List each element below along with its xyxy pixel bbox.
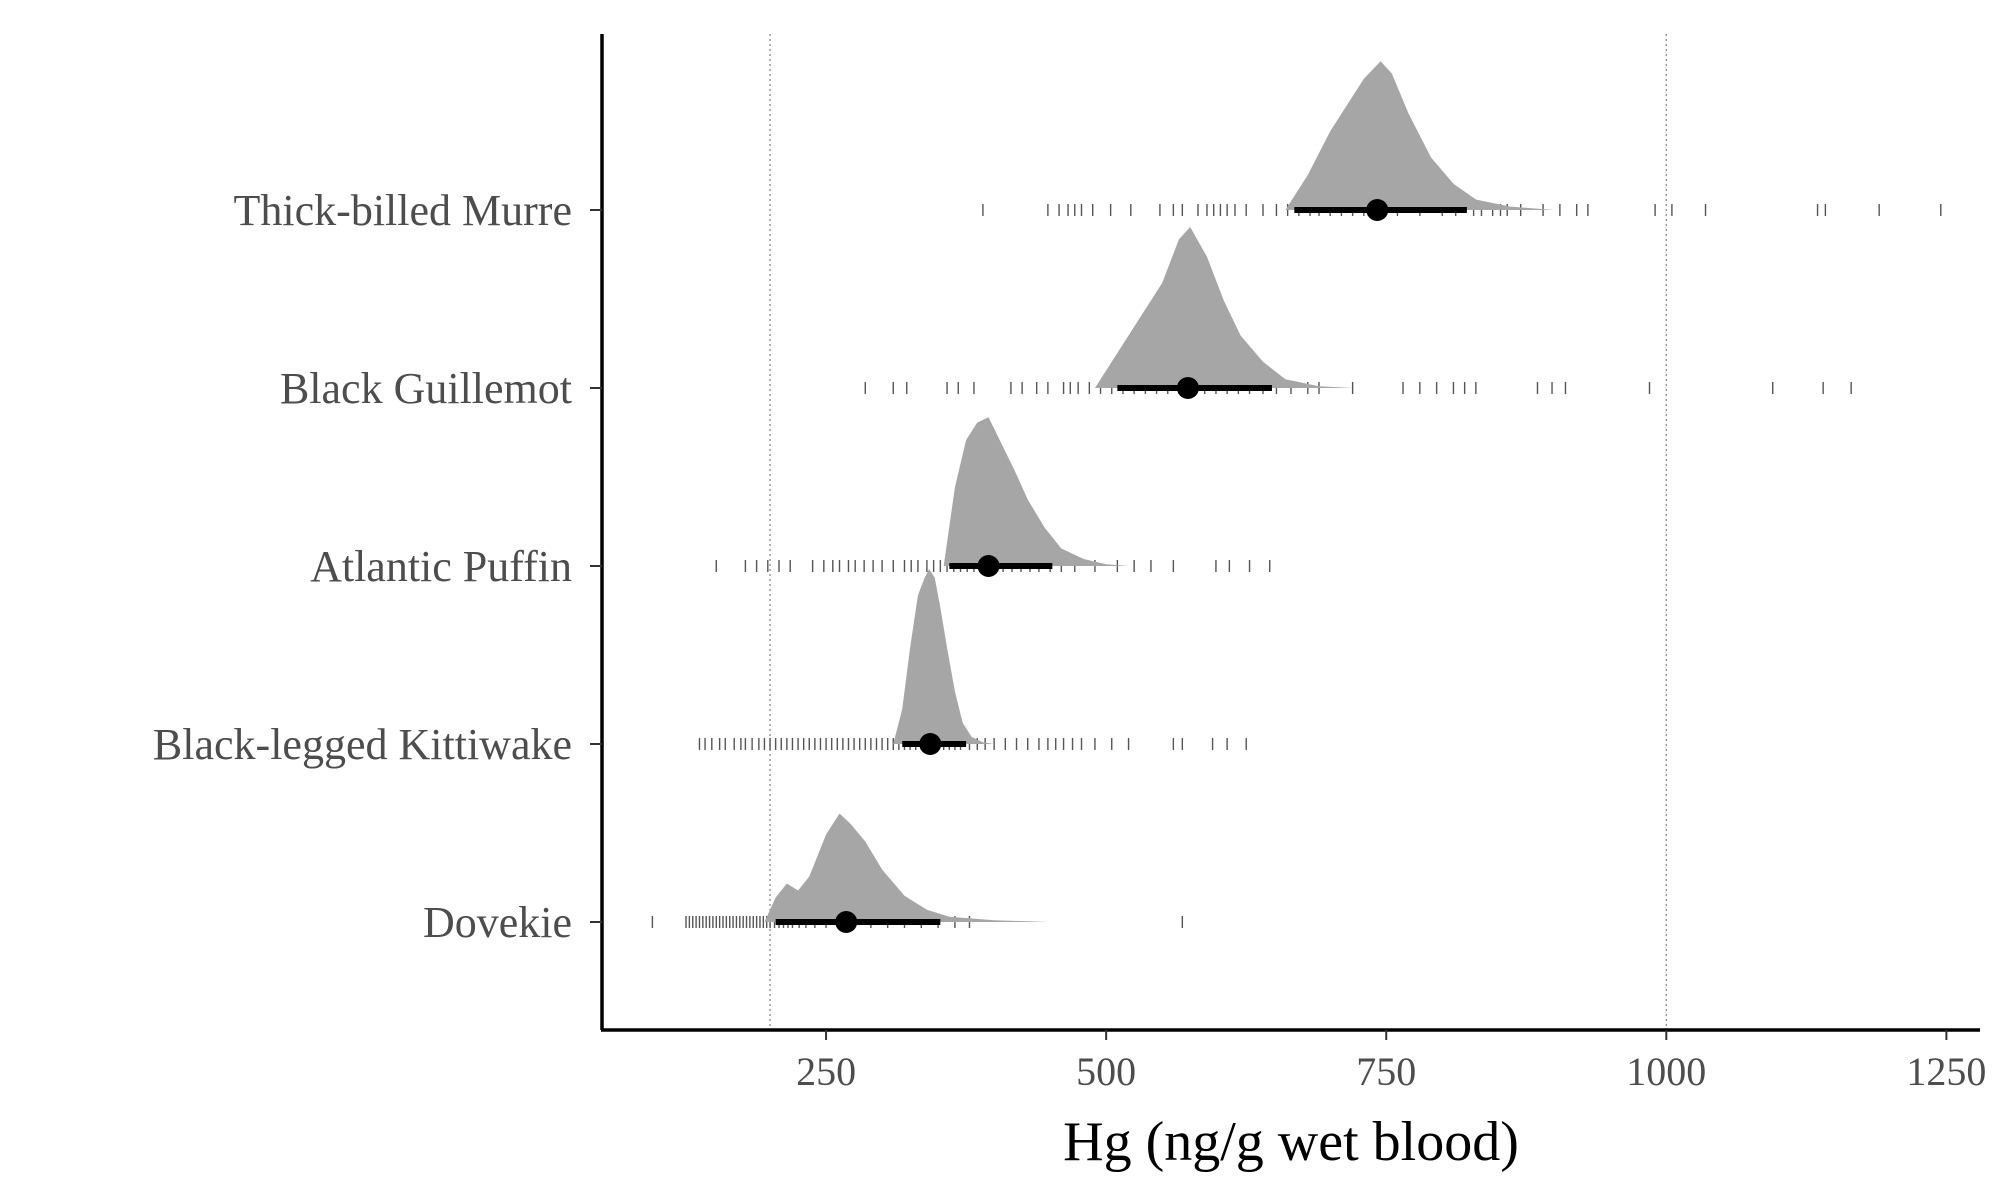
density-atlantic-puffin [943,417,1129,566]
density-dovekie [764,813,1051,922]
x-axis-title: Hg (ng/g wet blood) [1063,1111,1519,1173]
density-black-guillemot [1094,227,1353,388]
density-thick-billed-murre [1285,61,1555,210]
density-black-legged-kittiwake [893,569,995,744]
category-label-black-guillemot: Black Guillemot [280,364,572,413]
x-tick-label: 250 [796,1049,856,1094]
point-dovekie [835,911,858,933]
category-label-thick-billed-murre: Thick-billed Murre [234,186,572,235]
x-tick-label: 1250 [1906,1049,1986,1094]
point-black-legged-kittiwake [919,733,942,755]
x-tick-label: 1000 [1626,1049,1706,1094]
point-black-guillemot [1176,377,1199,399]
density-areas [764,61,1555,922]
y-ticks: Thick-billed Murre Black Guillemot Atlanti… [153,186,602,947]
point-thick-billed-murre [1366,199,1389,221]
category-label-dovekie: Dovekie [423,898,572,947]
point-atlantic-puffin [977,555,1000,577]
x-tick-label: 750 [1356,1049,1416,1094]
point-estimates [835,199,1389,933]
category-label-black-legged-kittiwake: Black-legged Kittiwake [153,720,572,769]
reference-lines [769,34,1667,1030]
category-label-atlantic-puffin: Atlantic Puffin [310,542,572,591]
axes [600,34,1980,1032]
x-ticks: 250 500 750 1000 1250 [796,1030,1986,1094]
x-tick-label: 500 [1076,1049,1136,1094]
